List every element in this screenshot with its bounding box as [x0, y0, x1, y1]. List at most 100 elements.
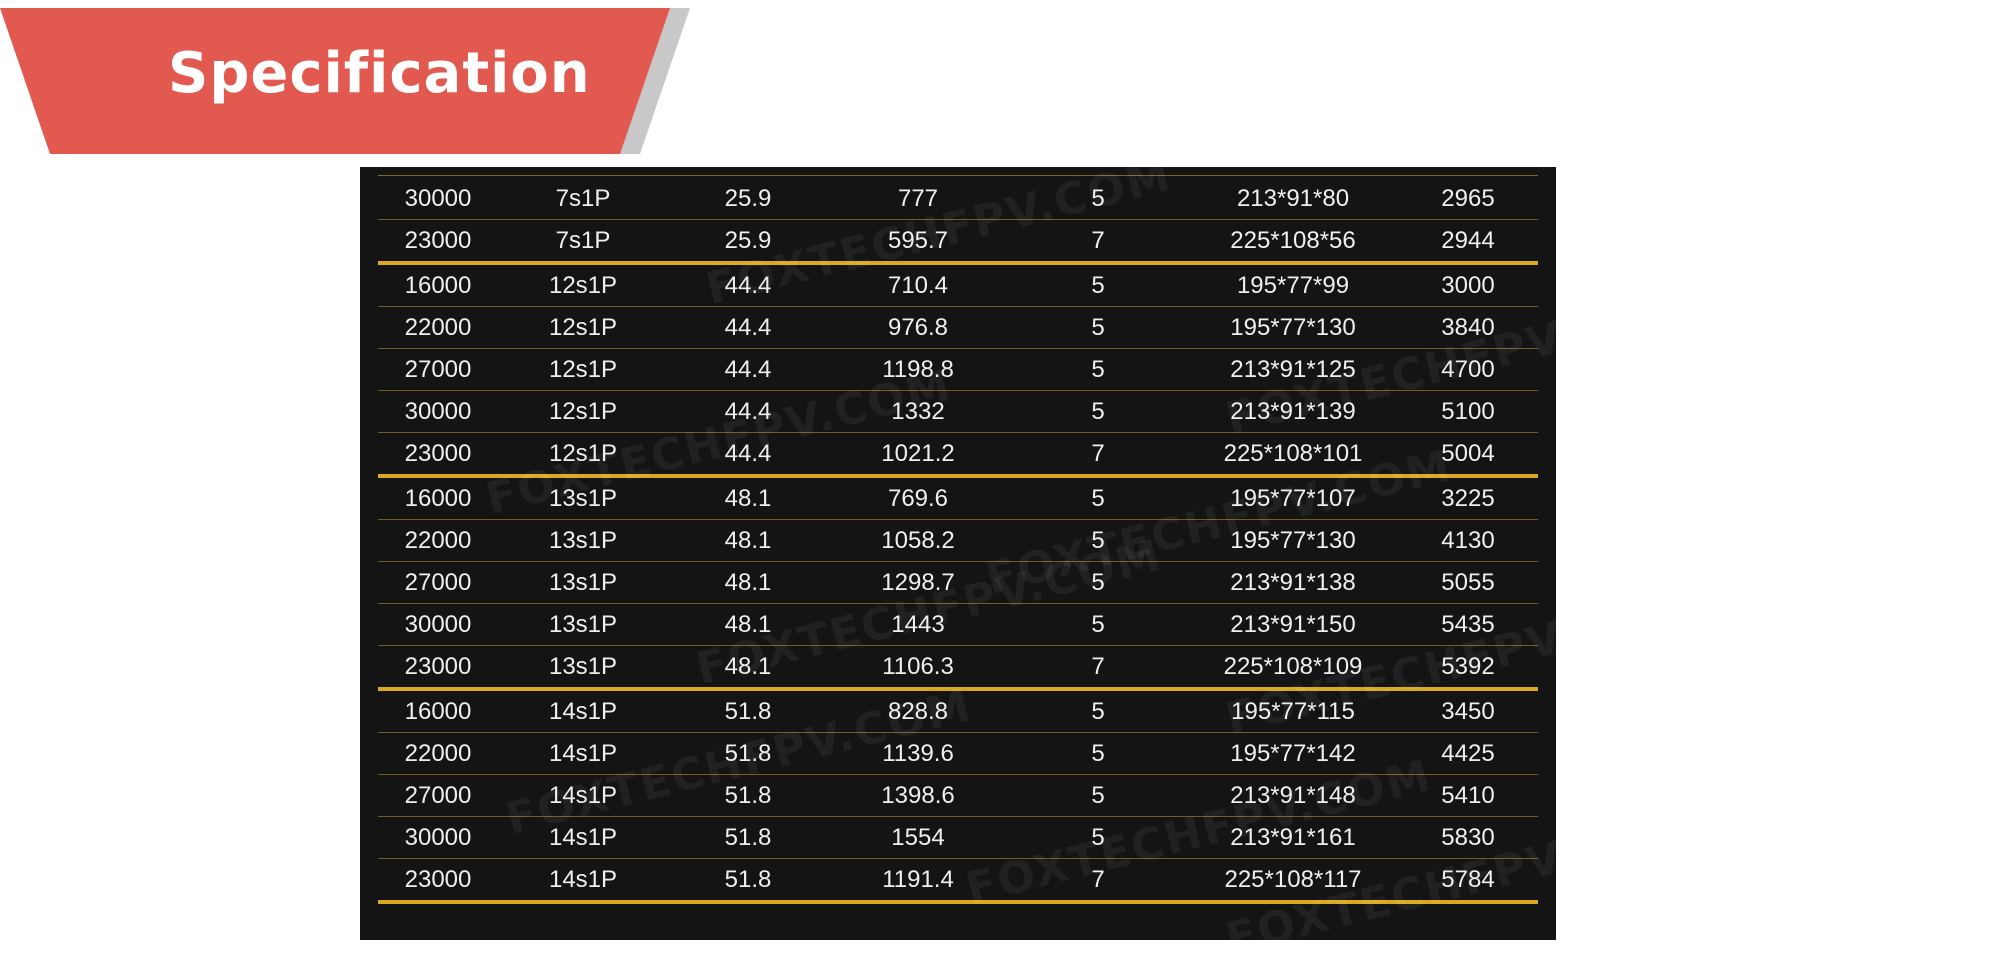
energy-cell: 1139.6 — [828, 732, 1008, 775]
weight-cell: 4700 — [1398, 348, 1538, 391]
capacity-cell: 23000 — [378, 432, 498, 478]
dimensions-cell: 213*91*138 — [1188, 561, 1398, 604]
capacity-cell: 23000 — [378, 858, 498, 904]
configuration-cell: 14s1P — [498, 816, 668, 859]
spec-table-panel: 30000 7s1P 25.9 777 5 213*91*80 2965 23000 7s1P 2… — [360, 167, 1556, 940]
table-row: 22000 13s1P 48.1 1058.2 5 195*77*130 4130 — [378, 519, 1538, 562]
weight-cell: 4425 — [1398, 732, 1538, 775]
energy-cell: 710.4 — [828, 263, 1008, 307]
voltage-cell: 44.4 — [668, 348, 828, 391]
table-row: 30000 7s1P 25.9 777 5 213*91*80 2965 — [378, 178, 1538, 220]
configuration-cell: 14s1P — [498, 689, 668, 733]
capacity-cell: 16000 — [378, 476, 498, 520]
capacity-cell: 22000 — [378, 306, 498, 349]
configuration-cell: 12s1P — [498, 348, 668, 391]
voltage-cell: 48.1 — [668, 603, 828, 646]
weight-cell: 2944 — [1398, 219, 1538, 265]
voltage-cell: 25.9 — [668, 219, 828, 265]
weight-cell: 3225 — [1398, 476, 1538, 520]
dimensions-cell: 225*108*117 — [1188, 858, 1398, 904]
energy-cell: 1298.7 — [828, 561, 1008, 604]
weight-cell: 5830 — [1398, 816, 1538, 859]
rate-cell: 5 — [1008, 561, 1188, 604]
energy-cell: 1106.3 — [828, 645, 1008, 691]
dimensions-cell: 195*77*130 — [1188, 306, 1398, 349]
table-row: 16000 13s1P 48.1 769.6 5 195*77*107 3225 — [378, 476, 1538, 520]
capacity-cell: 23000 — [378, 645, 498, 691]
table-row: 27000 12s1P 44.4 1198.8 5 213*91*125 4700 — [378, 348, 1538, 391]
dimensions-cell: 213*91*161 — [1188, 816, 1398, 859]
rate-cell: 7 — [1008, 645, 1188, 691]
voltage-cell: 51.8 — [668, 858, 828, 904]
table-row: 23000 12s1P 44.4 1021.2 7 225*108*101 5004 — [378, 432, 1538, 478]
spec-table-body: 30000 7s1P 25.9 777 5 213*91*80 2965 23000 7s1P 2… — [378, 178, 1538, 904]
energy-cell: 1554 — [828, 816, 1008, 859]
rate-cell: 5 — [1008, 178, 1188, 220]
voltage-cell: 48.1 — [668, 561, 828, 604]
energy-cell: 976.8 — [828, 306, 1008, 349]
dimensions-cell: 195*77*99 — [1188, 263, 1398, 307]
voltage-cell: 48.1 — [668, 519, 828, 562]
weight-cell: 3000 — [1398, 263, 1538, 307]
weight-cell: 5435 — [1398, 603, 1538, 646]
table-row: 16000 14s1P 51.8 828.8 5 195*77*115 3450 — [378, 689, 1538, 733]
capacity-cell: 16000 — [378, 689, 498, 733]
weight-cell: 5004 — [1398, 432, 1538, 478]
dimensions-cell: 195*77*130 — [1188, 519, 1398, 562]
capacity-cell: 16000 — [378, 263, 498, 307]
voltage-cell: 44.4 — [668, 306, 828, 349]
table-row: 22000 12s1P 44.4 976.8 5 195*77*130 3840 — [378, 306, 1538, 349]
rate-cell: 5 — [1008, 519, 1188, 562]
table-top-rule — [378, 175, 1538, 176]
table-row: 27000 13s1P 48.1 1298.7 5 213*91*138 5055 — [378, 561, 1538, 604]
voltage-cell: 51.8 — [668, 774, 828, 817]
rate-cell: 5 — [1008, 390, 1188, 433]
weight-cell: 5410 — [1398, 774, 1538, 817]
energy-cell: 777 — [828, 178, 1008, 220]
configuration-cell: 13s1P — [498, 603, 668, 646]
weight-cell: 5055 — [1398, 561, 1538, 604]
voltage-cell: 44.4 — [668, 390, 828, 433]
dimensions-cell: 213*91*150 — [1188, 603, 1398, 646]
energy-cell: 1021.2 — [828, 432, 1008, 478]
energy-cell: 1058.2 — [828, 519, 1008, 562]
configuration-cell: 7s1P — [498, 178, 668, 220]
rate-cell: 5 — [1008, 306, 1188, 349]
capacity-cell: 27000 — [378, 561, 498, 604]
voltage-cell: 44.4 — [668, 432, 828, 478]
capacity-cell: 27000 — [378, 774, 498, 817]
rate-cell: 5 — [1008, 774, 1188, 817]
energy-cell: 769.6 — [828, 476, 1008, 520]
energy-cell: 828.8 — [828, 689, 1008, 733]
capacity-cell: 30000 — [378, 178, 498, 220]
dimensions-cell: 213*91*148 — [1188, 774, 1398, 817]
capacity-cell: 30000 — [378, 816, 498, 859]
table-row: 30000 13s1P 48.1 1443 5 213*91*150 5435 — [378, 603, 1538, 646]
dimensions-cell: 213*91*80 — [1188, 178, 1398, 220]
voltage-cell: 51.8 — [668, 689, 828, 733]
configuration-cell: 13s1P — [498, 561, 668, 604]
capacity-cell: 30000 — [378, 390, 498, 433]
weight-cell: 4130 — [1398, 519, 1538, 562]
rate-cell: 5 — [1008, 816, 1188, 859]
table-row: 30000 14s1P 51.8 1554 5 213*91*161 5830 — [378, 816, 1538, 859]
table-row: 23000 7s1P 25.9 595.7 7 225*108*56 2944 — [378, 219, 1538, 265]
voltage-cell: 25.9 — [668, 178, 828, 220]
configuration-cell: 13s1P — [498, 645, 668, 691]
dimensions-cell: 225*108*101 — [1188, 432, 1398, 478]
energy-cell: 1191.4 — [828, 858, 1008, 904]
weight-cell: 3450 — [1398, 689, 1538, 733]
section-banner: Specification — [0, 8, 690, 154]
configuration-cell: 12s1P — [498, 263, 668, 307]
rate-cell: 5 — [1008, 476, 1188, 520]
table-row: 23000 14s1P 51.8 1191.4 7 225*108*117 5784 — [378, 858, 1538, 904]
rate-cell: 5 — [1008, 603, 1188, 646]
energy-cell: 1398.6 — [828, 774, 1008, 817]
energy-cell: 1443 — [828, 603, 1008, 646]
capacity-cell: 22000 — [378, 732, 498, 775]
configuration-cell: 13s1P — [498, 519, 668, 562]
dimensions-cell: 225*108*109 — [1188, 645, 1398, 691]
table-row: 22000 14s1P 51.8 1139.6 5 195*77*142 4425 — [378, 732, 1538, 775]
configuration-cell: 12s1P — [498, 306, 668, 349]
dimensions-cell: 195*77*107 — [1188, 476, 1398, 520]
